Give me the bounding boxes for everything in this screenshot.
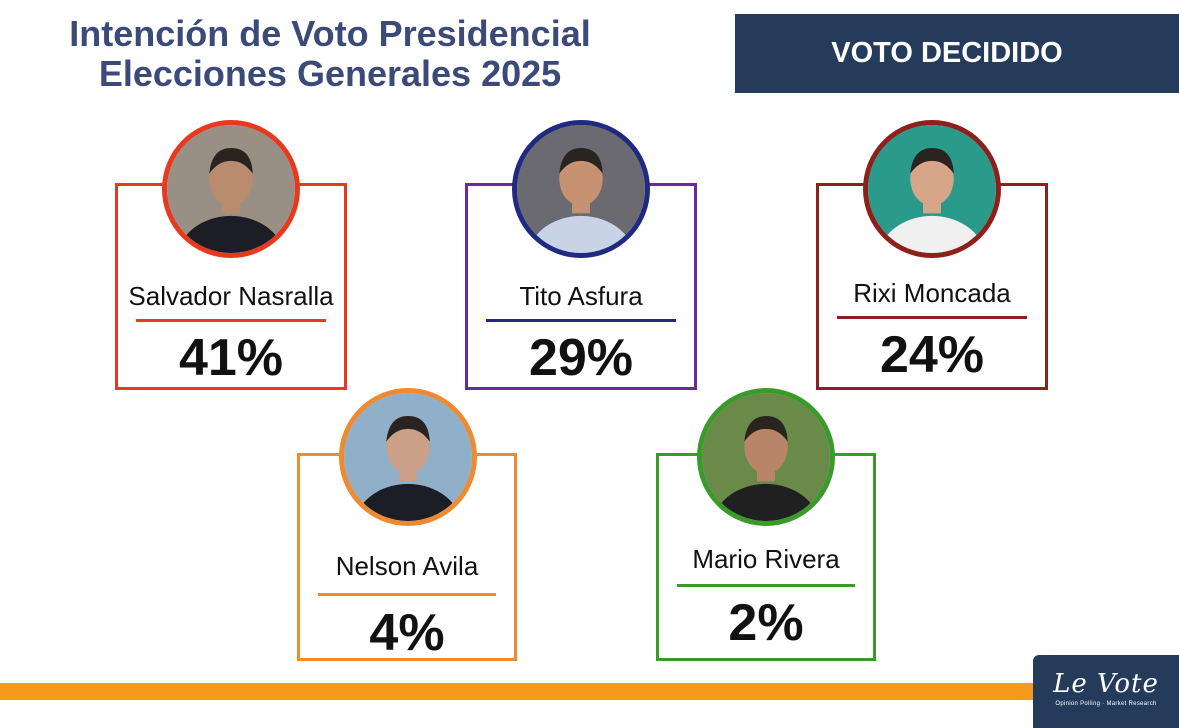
name-underline <box>486 319 676 322</box>
chart-title: Intención de Voto Presidencial Eleccione… <box>30 14 630 94</box>
name-underline <box>318 593 496 596</box>
candidate-photo-rixi-moncada <box>863 120 1001 258</box>
person-silhouette-icon <box>702 393 830 521</box>
vote-percentage: 24% <box>879 326 985 384</box>
vote-percentage: 29% <box>528 329 634 387</box>
name-underline <box>136 319 326 322</box>
candidate-photo-nelson-avila <box>339 388 477 526</box>
le-vote-logo: Le Vote Opinion Polling · Market Researc… <box>1033 655 1179 728</box>
candidate-name: Salvador Nasralla <box>128 281 334 311</box>
candidate-photo-mario-rivera <box>697 388 835 526</box>
candidate-name: Tito Asfura <box>519 281 643 311</box>
name-underline <box>677 584 855 587</box>
vote-percentage: 4% <box>369 604 445 662</box>
candidate-name: Nelson Avila <box>335 551 479 581</box>
voto-decidido-banner: VOTO DECIDIDO <box>735 14 1179 93</box>
orange-stripe <box>0 683 1040 700</box>
title-line-2: Elecciones Generales 2025 <box>98 53 562 94</box>
logo-brand: Le Vote <box>1053 669 1159 699</box>
banner-label: VOTO DECIDIDO <box>831 37 1063 69</box>
name-underline <box>837 316 1027 319</box>
candidate-photo-salvador-nasralla <box>162 120 300 258</box>
logo-tagline: Opinion Polling · Market Research <box>1055 701 1157 707</box>
title-line-1: Intención de Voto Presidencial <box>69 13 591 54</box>
candidate-name: Mario Rivera <box>692 544 840 574</box>
vote-percentage: 2% <box>728 594 804 652</box>
person-silhouette-icon <box>517 125 645 253</box>
person-silhouette-icon <box>167 125 295 253</box>
candidate-photo-tito-asfura <box>512 120 650 258</box>
vote-percentage: 41% <box>178 329 284 387</box>
candidate-name: Rixi Moncada <box>853 278 1011 308</box>
person-silhouette-icon <box>868 125 996 253</box>
person-silhouette-icon <box>344 393 472 521</box>
